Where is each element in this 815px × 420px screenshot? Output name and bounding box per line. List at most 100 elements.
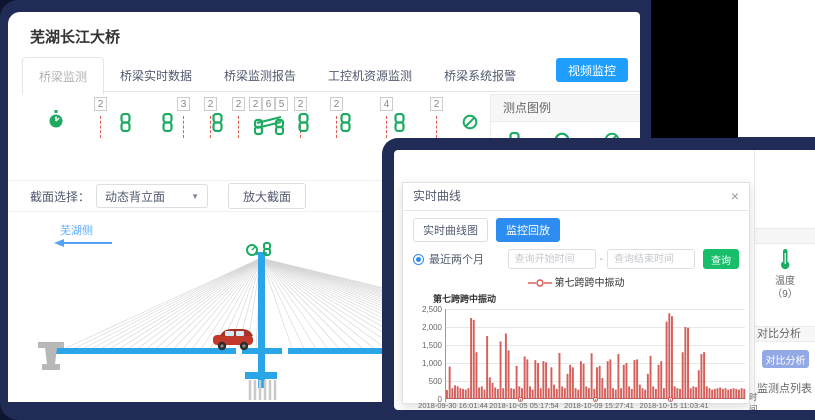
sensor-count-marker: 2	[232, 94, 245, 138]
compare-section-header: 对比分析	[755, 326, 815, 342]
chevron-down-icon: ▼	[191, 191, 200, 201]
tab-4[interactable]: 桥梁系统报警	[444, 69, 517, 83]
sensor-count-badge: 3	[177, 97, 190, 111]
chart-x-axis: 2018-09-30 16:01:44 2018-10-05 05:17:54 20…	[418, 392, 757, 410]
query-button[interactable]: 查询	[703, 249, 739, 269]
sensor-count-badge: 5	[275, 97, 288, 111]
main-tab-bar: 桥梁监测 桥梁实时数据 桥梁监测报告 工控机资源监测 桥梁系统报警	[22, 56, 640, 95]
sensor-count-badge: 2	[294, 97, 307, 111]
x-tick-label: 2018-10-15 11:03:41	[639, 401, 709, 410]
dashed-sensor-line	[210, 116, 211, 138]
recent-two-months-radio[interactable]	[413, 253, 424, 265]
gridline	[446, 309, 745, 310]
enlarge-section-button[interactable]: 放大截面	[228, 183, 307, 209]
sensor-count-marker: 3	[177, 94, 190, 138]
temperature-label: 温度	[775, 275, 795, 287]
page-title: 芜湖长江大桥	[30, 29, 121, 46]
gridline	[446, 345, 745, 346]
tab-3[interactable]: 工控机资源监测	[328, 69, 413, 83]
sensor-count-badge: 2	[430, 97, 443, 111]
y-tick-label: 1,500	[421, 341, 442, 350]
video-monitor-button[interactable]: 视频监控	[555, 58, 628, 82]
points-list-header: 监测点列表	[757, 383, 812, 395]
close-icon[interactable]: ×	[730, 188, 739, 204]
section-select-label: 截面选择：	[30, 189, 91, 204]
sensor-count-badge: 2	[94, 97, 107, 111]
sensor-count-marker: 4	[380, 94, 393, 138]
legend-line-marker-icon	[527, 279, 552, 288]
x-tick-label: 2018-10-09 15:27:41	[564, 401, 634, 410]
gridline	[446, 381, 745, 382]
sensor-count-badge: 6	[262, 97, 275, 111]
joint-sensor-icon[interactable]	[394, 112, 405, 137]
vibration-chart[interactable]: 0 500 1,000 1,500 2,000 2,500	[422, 305, 746, 404]
section-toolbar: 截面选择： 动态背立面 ▼ 放大截面	[8, 180, 640, 212]
video-blank-panel	[651, 0, 738, 140]
sidebar-section-divider	[755, 228, 815, 244]
x-tick-label: 2018-10-05 05:17:54	[489, 401, 559, 410]
temperature-count: （9）	[772, 289, 798, 300]
sensor-count-marker: 2	[330, 94, 343, 138]
joint-sensor-icon[interactable]	[162, 112, 173, 137]
vibration-bars	[446, 313, 746, 399]
legend-series-label: 第七跨跨中振动	[554, 278, 625, 289]
compare-analysis-button[interactable]: 对比分析	[762, 350, 809, 368]
bridge-side-label: 芜湖侧	[60, 225, 93, 237]
section-select[interactable]: 动态背立面 ▼	[96, 184, 209, 208]
section-select-value: 动态背立面	[105, 189, 166, 204]
sensor-count-marker: 2	[204, 94, 217, 138]
y-tick-label: 2,000	[421, 323, 442, 332]
timer-sensor-icon[interactable]	[48, 110, 64, 134]
dialog-title: 实时曲线	[413, 189, 462, 203]
secondary-window: 温度 （9） 对比分析 对比分析 监测点列表 实时曲线 × 实时曲线图 监控回放 …	[382, 138, 815, 420]
bridge-abutment	[38, 342, 64, 370]
gridline	[446, 363, 745, 364]
bridge-deck	[54, 348, 236, 354]
joint-sensor-icon[interactable]	[340, 112, 351, 137]
dialog-tab-bar: 实时曲线图 监控回放	[403, 211, 749, 247]
thermometer-icon	[781, 249, 790, 270]
joint-sensor-icon[interactable]	[212, 112, 223, 137]
y-tick-label: 500	[428, 377, 442, 386]
dialog-tab-0[interactable]: 实时曲线图	[413, 218, 488, 242]
chart-title: 第七跨跨中振动	[433, 294, 497, 304]
sensor-count-badge: 2	[204, 97, 217, 111]
dialog-header: 实时曲线 ×	[403, 183, 749, 211]
left-arrow-icon	[54, 239, 112, 247]
y-tick-label: 1,000	[421, 359, 442, 368]
bridge-tower	[258, 254, 265, 388]
sensor-count-marker: 2	[94, 94, 107, 138]
recent-two-months-label: 最近两个月	[429, 254, 484, 266]
dialog-tab-1[interactable]: 监控回放	[496, 218, 560, 242]
x-tick-label: 2018-09-30 16:01:44	[418, 401, 488, 410]
sensor-count-badge: 4	[380, 97, 393, 111]
sensor-count-badge: 2	[249, 97, 262, 111]
sensor-count-badge: 2	[330, 97, 343, 111]
tab-0[interactable]: 桥梁监测	[22, 57, 105, 95]
y-tick-label: 0	[437, 395, 442, 404]
joint-sensor-icon[interactable]	[120, 112, 131, 137]
bearing-sensor-icon[interactable]	[249, 114, 288, 141]
analysis-sidebar: 温度 （9） 对比分析 对比分析 监测点列表	[754, 150, 815, 410]
dashed-sensor-line	[238, 116, 239, 138]
chart-legend[interactable]: 第七跨跨中振动	[403, 274, 749, 289]
tab-2[interactable]: 桥梁监测报告	[224, 69, 297, 83]
query-start-time-input[interactable]	[507, 249, 596, 269]
bridge-pier-cap	[245, 372, 277, 379]
dashed-sensor-line	[100, 116, 101, 138]
query-end-time-input[interactable]	[607, 249, 695, 269]
query-controls: 最近两个月 - 查询	[403, 247, 749, 269]
temperature-category[interactable]: 温度 （9）	[755, 248, 815, 302]
gridline	[446, 327, 745, 328]
tower-sensor-icons	[246, 242, 271, 256]
range-separator: -	[599, 253, 603, 265]
no-entry-icon[interactable]	[462, 114, 478, 135]
point-legend-title: 测点图例	[490, 94, 640, 122]
dashed-sensor-line	[436, 116, 437, 138]
joint-sensor-icon[interactable]	[298, 112, 309, 137]
tab-1[interactable]: 桥梁实时数据	[120, 69, 193, 83]
